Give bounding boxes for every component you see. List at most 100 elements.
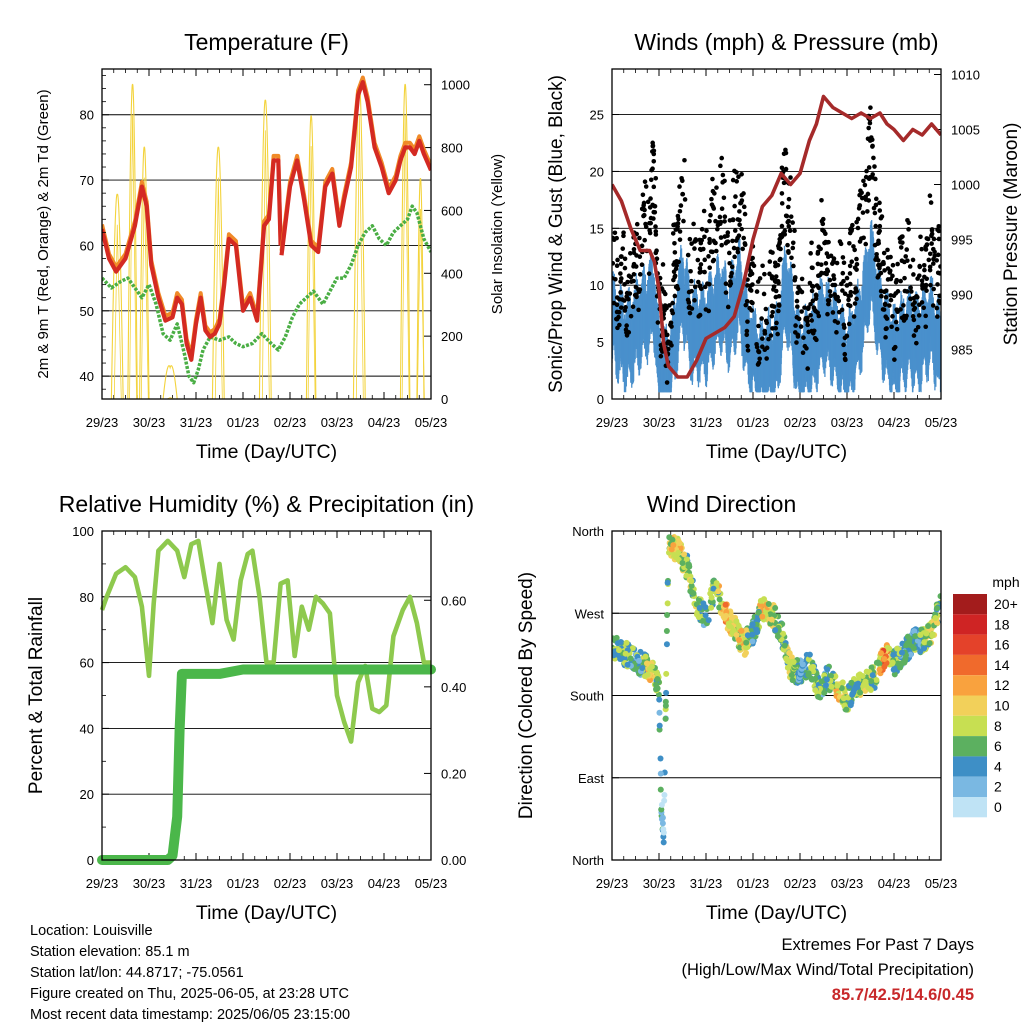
wind-gust-point <box>879 293 884 299</box>
wind-gust-point <box>893 279 899 285</box>
wind-direction-point <box>937 593 941 600</box>
solar-insolation-curve <box>113 224 122 399</box>
wind-gust-point <box>750 261 755 266</box>
wind-gust-point <box>854 261 860 267</box>
y-tick-label: 100 <box>72 524 94 539</box>
wind-direction-point <box>642 653 649 660</box>
wind-gust-point <box>645 199 651 205</box>
wind-gust-point <box>653 175 659 181</box>
wind-gust-point <box>788 175 793 180</box>
y2-tick-label: 990 <box>951 288 973 303</box>
wind-gust-point <box>754 344 760 350</box>
legend-swatch <box>953 675 987 696</box>
wind-direction-point <box>755 609 762 616</box>
wind-direction-point <box>848 679 855 686</box>
chart-title: Winds (mph) & Pressure (mb) <box>634 29 938 55</box>
wind-gust-point <box>707 265 713 270</box>
chart-title: Wind Direction <box>647 491 797 517</box>
x-tick-label: 31/23 <box>690 876 723 891</box>
wind-gust-point <box>871 205 877 211</box>
wind-direction-point <box>743 644 750 651</box>
legend-swatch <box>953 736 987 757</box>
wind-gust-point <box>730 238 735 244</box>
wind-direction-panel: Wind Direction Time (Day/UTC) Direction (C… <box>516 491 1020 924</box>
wind-gust-point <box>842 351 848 357</box>
y-tick-label: 15 <box>590 221 604 236</box>
wind-gust-point <box>714 185 719 190</box>
x-tick-label: 04/23 <box>368 415 401 430</box>
wind-gust-point <box>671 277 676 283</box>
wind-gust-point <box>825 311 830 317</box>
wind-direction-point <box>839 679 846 686</box>
wind-gust-point <box>850 222 855 228</box>
wind-direction-point <box>612 635 616 642</box>
wind-gust-point <box>818 262 824 267</box>
wind-gust-point <box>747 305 752 311</box>
wind-gust-point <box>631 272 637 277</box>
extremes-block: Extremes For Past 7 Days (High/Low/Max W… <box>681 933 974 1008</box>
wind-gust-point <box>686 289 692 295</box>
wind-direction-point <box>616 647 623 654</box>
wind-gust-point <box>809 240 814 246</box>
wind-gust-point <box>743 302 749 308</box>
wind-gust-point <box>646 271 652 276</box>
wind-gust-point <box>637 272 643 277</box>
wind-gust-point <box>898 307 903 312</box>
wind-gust-point <box>792 228 797 233</box>
wind-gust-point <box>935 252 941 258</box>
station-latlon: Station lat/lon: 44.8717; -75.0561 <box>30 965 244 981</box>
temperature-2m-line <box>279 80 431 256</box>
wind-gust-point <box>809 288 815 294</box>
wind-direction-point <box>754 629 761 636</box>
wind-gust-point <box>692 298 697 303</box>
wind-gust-point <box>847 240 852 246</box>
wind-gust-point <box>709 196 714 202</box>
wind-gust-point <box>702 257 708 263</box>
wind-gust-point <box>873 223 879 229</box>
wind-gust-point <box>722 219 727 224</box>
wind-gust-point <box>745 343 750 349</box>
wind-gust-point <box>618 254 624 259</box>
wind-gust-point <box>773 274 779 279</box>
wind-gust-point <box>677 184 682 189</box>
wind-gust-point <box>916 313 922 318</box>
solar-insolation-curve <box>261 130 270 399</box>
wind-gust-point <box>872 210 878 216</box>
wind-direction-point <box>716 596 723 603</box>
wind-gust-point <box>837 239 843 244</box>
x-tick-label: 02/23 <box>784 415 817 430</box>
wind-gust-point <box>863 241 869 247</box>
dewpoint-line <box>102 204 431 385</box>
wind-gust-point <box>857 203 863 208</box>
wind-gust-point <box>790 220 795 225</box>
wind-gust-point <box>710 176 715 182</box>
wind-direction-point <box>688 578 695 585</box>
wind-gust-point <box>686 305 692 310</box>
y2-tick-label: 1005 <box>951 123 980 138</box>
plot-area <box>102 75 431 399</box>
wind-gust-point <box>809 318 815 323</box>
wind-gust-point <box>801 335 806 340</box>
wind-gust-point <box>708 249 714 254</box>
x-tick-label: 31/23 <box>690 415 723 430</box>
wind-gust-point <box>894 326 900 332</box>
wind-gust-point <box>891 346 897 352</box>
wind-gust-point <box>927 193 933 199</box>
extremes-subtitle: (High/Low/Max Wind/Total Precipitation) <box>681 961 974 979</box>
wind-gust-point <box>776 243 781 249</box>
solar-insolation-curve <box>417 208 425 399</box>
wind-gust-point <box>615 325 620 331</box>
wind-gust-point <box>672 240 677 246</box>
wind-gust-point <box>849 259 855 265</box>
wind-direction-point <box>878 650 885 657</box>
wind-gust-point <box>722 178 727 184</box>
wind-gust-point <box>799 276 805 282</box>
wind-gust-point <box>902 288 908 294</box>
wind-gust-point <box>651 158 657 164</box>
wind-gust-point <box>903 254 909 259</box>
wind-gust-point <box>866 125 871 131</box>
wind-gust-point <box>718 163 723 169</box>
wind-direction-point <box>910 645 917 652</box>
wind-direction-point <box>663 670 670 677</box>
wind-gust-point <box>790 240 796 246</box>
